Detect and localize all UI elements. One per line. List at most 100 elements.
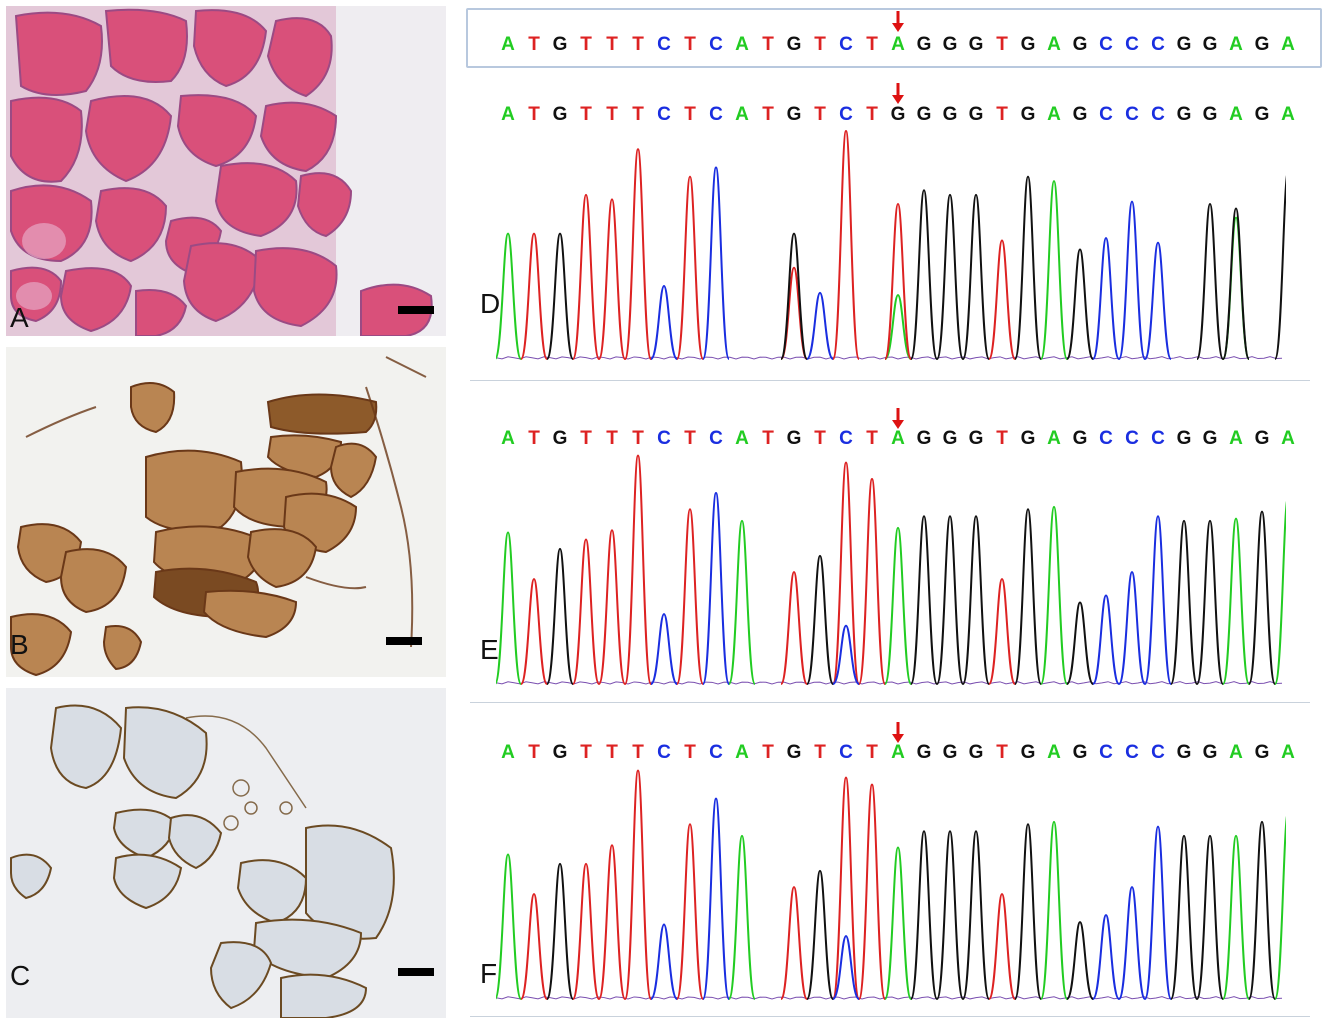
base-letter: C (709, 428, 723, 449)
peak-G (936, 830, 964, 1000)
peak-G (546, 547, 574, 685)
peak-T (988, 239, 1016, 360)
base-letter: T (684, 34, 696, 55)
base-letter: G (968, 104, 984, 125)
base-letter: A (1281, 104, 1295, 125)
peak-T (676, 175, 704, 360)
base-letter: T (684, 428, 696, 449)
base-letter: T (866, 34, 878, 55)
peak-T (520, 893, 548, 1000)
peak-G (546, 862, 574, 1000)
panel-label-e: E (480, 634, 499, 665)
micrograph-panel-b: B (6, 347, 446, 677)
peak-A (496, 531, 522, 685)
base-letter: G (552, 742, 568, 763)
base-letter: C (1099, 428, 1113, 449)
base-letter: A (501, 428, 515, 449)
base-letter: T (996, 34, 1008, 55)
peak-T (520, 232, 548, 360)
peak-A (1040, 505, 1068, 685)
panel-divider (470, 702, 1310, 703)
peak-T (598, 198, 626, 360)
chromatogram-f (496, 769, 1286, 1000)
base-letter: G (942, 428, 958, 449)
peak-G (962, 830, 990, 1000)
base-letter: G (1072, 104, 1088, 125)
base-letter: T (580, 742, 592, 763)
peak-G (1170, 519, 1198, 685)
base-letter: C (1099, 742, 1113, 763)
peak-G (546, 232, 574, 360)
peak-T (832, 461, 860, 685)
base-letter: G (1176, 428, 1192, 449)
base-letter: G (916, 104, 932, 125)
panel-label-b: B (10, 629, 29, 660)
panel-label-a: A (10, 302, 29, 333)
peak-A (728, 834, 756, 1000)
peak-A (496, 853, 522, 1000)
he-stain-image (6, 6, 446, 336)
base-letter: G (968, 742, 984, 763)
base-letter: C (657, 742, 671, 763)
peak-C (1092, 914, 1120, 1000)
base-letter: T (866, 104, 878, 125)
base-letter: C (657, 104, 671, 125)
base-letter: A (891, 34, 905, 55)
base-letter: A (891, 428, 905, 449)
base-letter: A (1047, 742, 1061, 763)
base-letter: G (1254, 428, 1270, 449)
peak-T (520, 578, 548, 685)
peak-G (1274, 175, 1286, 360)
base-letter: G (1020, 742, 1036, 763)
peak-G (780, 232, 808, 360)
base-letter: C (1151, 34, 1165, 55)
base-letter: C (1125, 104, 1139, 125)
base-letter: G (916, 34, 932, 55)
base-letter: T (762, 742, 774, 763)
base-letter: T (996, 742, 1008, 763)
base-letter: C (1125, 428, 1139, 449)
peak-T (780, 571, 808, 685)
peak-G (910, 830, 938, 1000)
base-letter: T (528, 428, 540, 449)
base-letter: T (814, 742, 826, 763)
base-letter: A (1229, 428, 1243, 449)
base-letter: G (786, 428, 802, 449)
peak-G (1170, 834, 1198, 1000)
base-letter: G (942, 742, 958, 763)
peak-T (624, 148, 652, 360)
variant-arrow-reference (891, 11, 905, 33)
base-letter: G (1176, 34, 1192, 55)
panel-label-c: C (10, 960, 31, 991)
base-letter: T (814, 428, 826, 449)
peak-C (832, 624, 860, 685)
base-letter: A (1229, 34, 1243, 55)
base-letter: A (501, 742, 515, 763)
base-letter: C (839, 428, 853, 449)
peak-A (1274, 816, 1286, 1000)
base-letter: G (968, 428, 984, 449)
base-letter: G (1254, 34, 1270, 55)
peak-G (936, 193, 964, 360)
base-letter: G (552, 104, 568, 125)
peak-G (910, 189, 938, 360)
peak-T (858, 477, 886, 685)
peak-T (624, 454, 652, 685)
base-letter: A (1281, 742, 1295, 763)
reference-sequence-box (466, 8, 1322, 68)
base-letter: T (528, 104, 540, 125)
base-letter: T (996, 104, 1008, 125)
peak-G (1066, 921, 1094, 1000)
base-letter: T (814, 34, 826, 55)
panel-label-f: F (480, 958, 498, 989)
peak-G (1248, 510, 1276, 685)
peak-T (624, 769, 652, 1000)
base-letter: C (709, 742, 723, 763)
peak-G (806, 554, 834, 685)
peak-C (702, 166, 730, 360)
base-letter: G (1202, 34, 1218, 55)
peak-G (1222, 207, 1250, 360)
base-letter: G (1072, 742, 1088, 763)
base-letter: T (606, 742, 618, 763)
